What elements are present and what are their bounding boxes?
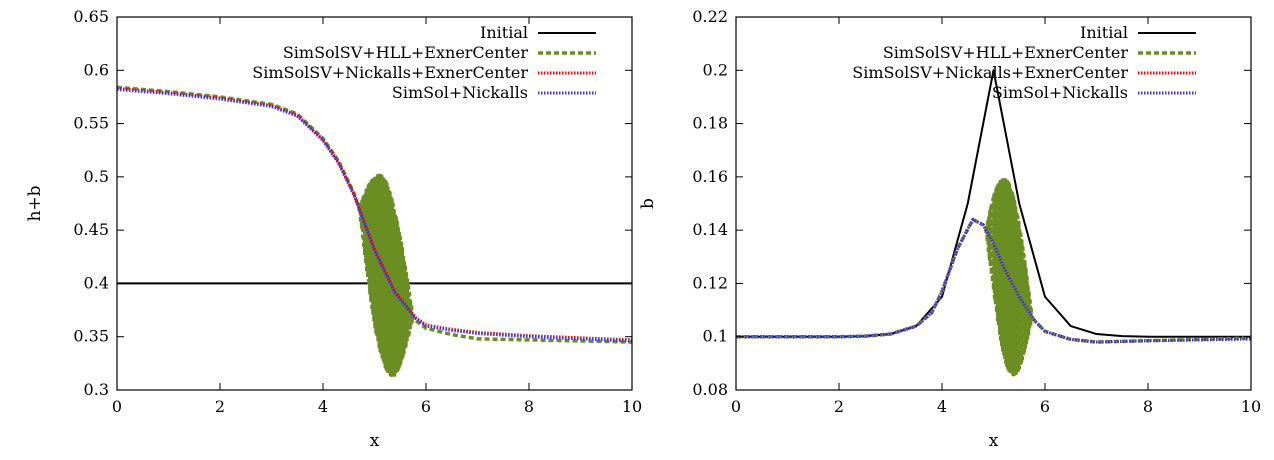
x-tick-label: 0 <box>731 397 741 416</box>
legend-label: SimSolSV+Nickalls+ExnerCenter <box>852 63 1128 82</box>
y-tick-label: 0.14 <box>692 220 728 239</box>
y-axis-label: h+b <box>25 185 45 221</box>
plot-area <box>736 69 1251 377</box>
chart-panel-1: 0 2 4 6 8 10 0.3 0.35 0.4 0.45 0.5 0.55 0.6 0.65 x h+b I… <box>25 7 642 451</box>
x-tick-label: 10 <box>622 397 642 416</box>
legend-label: SimSol+Nickalls <box>392 83 528 102</box>
y-tick-label: 0.65 <box>73 7 109 26</box>
x-axis-label: x <box>989 431 999 451</box>
x-tick-label: 4 <box>937 397 947 416</box>
legend: InitialSimSolSV+HLL+ExnerCenterSimSolSV+… <box>252 23 596 102</box>
y-tick-label: 0.45 <box>73 220 109 239</box>
x-tick-label: 8 <box>1143 397 1153 416</box>
legend-label: SimSolSV+HLL+ExnerCenter <box>883 43 1129 62</box>
legend-label: SimSolSV+HLL+ExnerCenter <box>283 43 529 62</box>
x-tick-label: 10 <box>1241 397 1261 416</box>
x-tick-label: 8 <box>524 397 534 416</box>
legend-label: Initial <box>480 23 528 42</box>
y-tick-label: 0.1 <box>703 327 728 346</box>
y-tick-label: 0.2 <box>703 60 728 79</box>
x-tick-label: 4 <box>318 397 328 416</box>
x-axis-label: x <box>370 431 380 451</box>
y-tick-label: 0.6 <box>84 60 109 79</box>
y-tick-label: 0.35 <box>73 327 109 346</box>
series-line-4 <box>117 87 632 343</box>
series-line-2 <box>736 177 1251 377</box>
y-tick-label: 0.08 <box>692 380 728 399</box>
series-line-2 <box>117 85 632 378</box>
y-tick-label: 0.18 <box>692 114 728 133</box>
chart-panel-2: 0 2 4 6 8 10 0.08 0.1 0.12 0.14 0.16 0.18 0.2 0.22 x b I… <box>638 7 1261 451</box>
legend-label: Initial <box>1080 23 1128 42</box>
y-tick-label: 0.16 <box>692 167 728 186</box>
plot-frame <box>116 16 633 391</box>
x-tick-label: 2 <box>215 397 225 416</box>
x-tick-label: 0 <box>112 397 122 416</box>
y-axis-label: b <box>638 198 658 209</box>
x-tick-label: 6 <box>421 397 431 416</box>
y-tick-label: 0.3 <box>84 380 109 399</box>
legend-label: SimSolSV+Nickalls+ExnerCenter <box>252 63 528 82</box>
y-tick-label: 0.22 <box>692 7 728 26</box>
legend: InitialSimSolSV+HLL+ExnerCenterSimSolSV+… <box>852 23 1196 102</box>
y-tick-label: 0.5 <box>84 167 109 186</box>
series-line-4 <box>736 217 1251 344</box>
x-tick-label: 6 <box>1040 397 1050 416</box>
plot-area <box>117 85 632 378</box>
y-tick-label: 0.12 <box>692 273 728 292</box>
plot-frame <box>735 16 1252 391</box>
y-tick-label: 0.55 <box>73 114 109 133</box>
y-tick-label: 0.4 <box>84 273 109 292</box>
x-tick-label: 2 <box>834 397 844 416</box>
legend-label: SimSol+Nickalls <box>992 83 1128 102</box>
